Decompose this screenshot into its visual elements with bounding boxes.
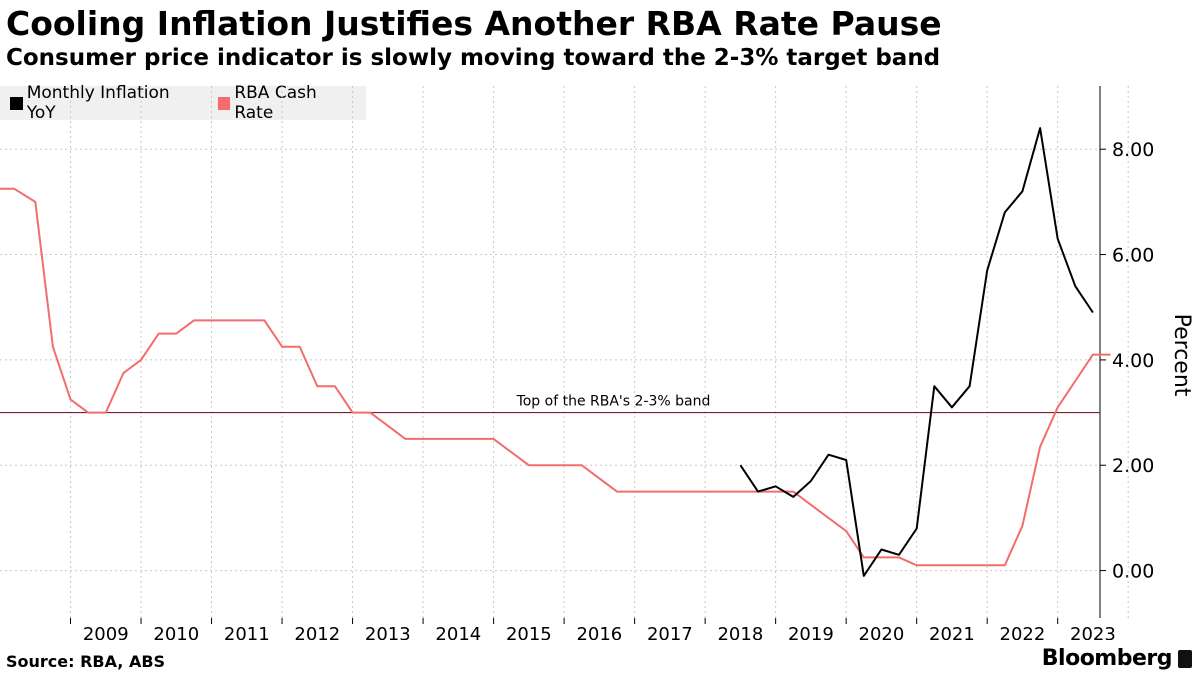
x-tick-label: 2009 <box>83 624 129 640</box>
y-tick-label: 0.00 <box>1112 561 1154 583</box>
legend-label-cash-rate: RBA Cash Rate <box>234 83 317 123</box>
bloomberg-mark-icon <box>1178 649 1192 668</box>
legend: Monthly Inflation YoY RBA Cash Rate <box>0 83 366 123</box>
chart-title: Cooling Inflation Justifies Another RBA … <box>6 4 942 43</box>
y-axis-title: Percent <box>1169 314 1194 397</box>
band-annotation: Top of the RBA's 2-3% band <box>516 394 711 410</box>
inflation-series-line <box>739 127 1094 577</box>
brand-name: Bloomberg <box>1041 646 1173 671</box>
y-tick-label: 2.00 <box>1112 455 1154 477</box>
line-chart: 0.00 2.00 4.00 6.00 8.00 2009 2010 2011 2012 2013… <box>0 86 1194 640</box>
cash-rate-series-line <box>0 187 1111 567</box>
x-tick-label: 2012 <box>294 624 340 640</box>
x-tick-label: 2013 <box>365 624 411 640</box>
x-tick-label: 2019 <box>788 624 834 640</box>
x-tick-label: 2016 <box>576 624 622 640</box>
x-tick-label: 2014 <box>435 624 481 640</box>
x-tick-label: 2020 <box>859 624 905 640</box>
x-tick-label: 2022 <box>1000 624 1046 640</box>
source-note: Source: RBA, ABS <box>6 652 166 671</box>
y-tick-label: 8.00 <box>1112 139 1154 161</box>
x-tick-label: 2010 <box>153 624 199 640</box>
x-tick-label: 2011 <box>224 624 270 640</box>
legend-item-cash-rate: RBA Cash Rate <box>217 83 358 123</box>
legend-item-inflation: Monthly Inflation YoY <box>10 83 200 123</box>
x-tick-label: 2021 <box>929 624 975 640</box>
chart-subtitle: Consumer price indicator is slowly movin… <box>6 45 941 71</box>
x-tick-label: 2023 <box>1070 624 1116 640</box>
legend-swatch-inflation <box>10 96 23 110</box>
bloomberg-logo: Bloomberg <box>1042 646 1192 671</box>
legend-label-inflation: Monthly Inflation YoY <box>26 83 170 123</box>
x-tick-label: 2017 <box>647 624 693 640</box>
legend-swatch-cash-rate <box>217 96 231 110</box>
y-tick-label: 4.00 <box>1112 350 1154 372</box>
x-tick-label: 2015 <box>506 624 552 640</box>
y-tick-label: 6.00 <box>1112 245 1154 267</box>
x-tick-label: 2018 <box>717 624 763 640</box>
